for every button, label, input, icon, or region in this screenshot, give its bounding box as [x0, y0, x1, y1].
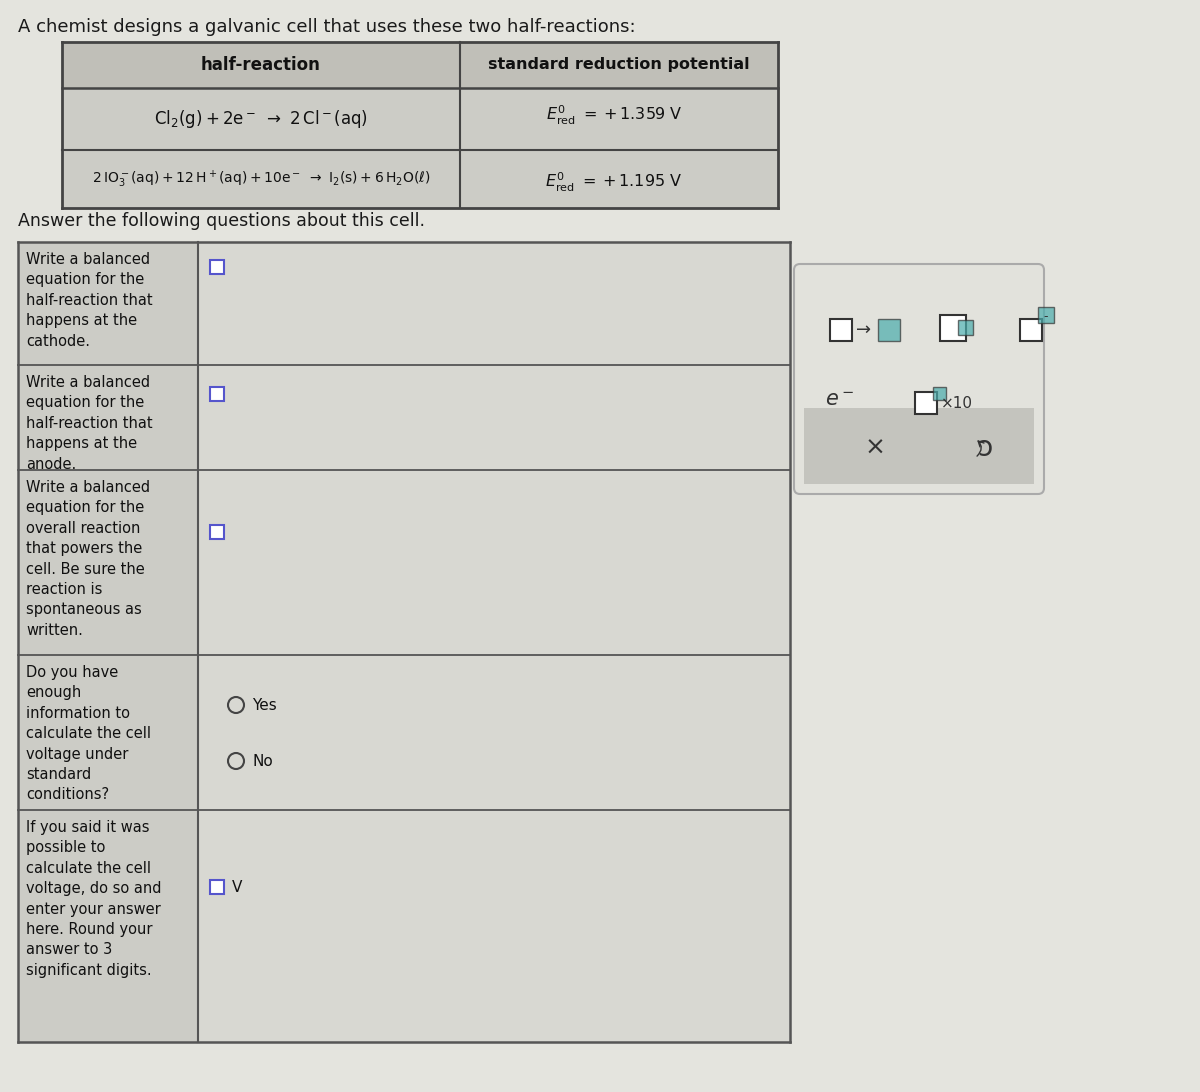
Text: If you said it was
possible to
calculate the cell
voltage, do so and
enter your : If you said it was possible to calculate…: [26, 820, 162, 977]
Text: $\mathrm{2\,IO_3^-(aq)+12\,H^+(aq)+10e^-\ \rightarrow\ I_2(s)+6\,H_2O(\ell)}$: $\mathrm{2\,IO_3^-(aq)+12\,H^+(aq)+10e^-…: [91, 168, 431, 190]
Text: $E^0_{\mathrm{red}}$$\ =+1.359\ \mathrm{V}$: $E^0_{\mathrm{red}}$$\ =+1.359\ \mathrm{…: [546, 104, 683, 127]
Bar: [18, 470, 198, 655]
Bar: [62, 41, 778, 207]
Bar: [198, 365, 790, 470]
Bar: [210, 880, 224, 894]
Text: A chemist designs a galvanic cell that uses these two half-reactions:: A chemist designs a galvanic cell that u…: [18, 17, 636, 36]
Bar: [198, 655, 790, 810]
Text: $e^-$: $e^-$: [826, 390, 854, 410]
Bar: [878, 319, 900, 341]
Bar: [198, 242, 790, 365]
Bar: [804, 408, 1034, 484]
Text: Answer the following questions about this cell.: Answer the following questions about thi…: [18, 212, 425, 230]
Bar: [210, 260, 224, 274]
Bar: [62, 150, 460, 207]
Bar: [18, 655, 198, 810]
Bar: [18, 365, 198, 470]
Text: V: V: [232, 879, 242, 894]
Text: ×: ×: [864, 436, 886, 460]
Text: Do you have
enough
information to
calculate the cell
voltage under
standard
cond: Do you have enough information to calcul…: [26, 665, 151, 803]
Bar: [198, 470, 790, 655]
Bar: [18, 242, 198, 365]
Text: $E^0_{\mathrm{red}}$$\ =+1.195\ \mathrm{V}$: $E^0_{\mathrm{red}}$$\ =+1.195\ \mathrm{…: [545, 170, 683, 193]
Text: Yes: Yes: [252, 698, 277, 712]
Bar: [62, 88, 460, 150]
FancyBboxPatch shape: [794, 264, 1044, 494]
Bar: [460, 88, 778, 150]
Bar: [460, 150, 778, 207]
Bar: [916, 392, 937, 414]
Bar: [934, 387, 946, 400]
Bar: [1020, 319, 1042, 341]
Text: Write a balanced
equation for the
half-reaction that
happens at the
anode.: Write a balanced equation for the half-r…: [26, 375, 152, 472]
Text: →: →: [856, 321, 871, 339]
Bar: [958, 320, 973, 335]
Bar: [1038, 307, 1054, 323]
Text: $\mathrm{Cl_2(g)+2e^-\ \rightarrow\ 2\,Cl^-(aq)}$: $\mathrm{Cl_2(g)+2e^-\ \rightarrow\ 2\,C…: [154, 108, 368, 130]
Bar: [210, 387, 224, 401]
Bar: [62, 41, 778, 88]
Text: Write a balanced
equation for the
overall reaction
that powers the
cell. Be sure: Write a balanced equation for the overal…: [26, 480, 150, 638]
Text: standard reduction potential: standard reduction potential: [488, 58, 750, 72]
Bar: [830, 319, 852, 341]
Bar: [210, 525, 224, 539]
Bar: [198, 810, 790, 1042]
Text: half-reaction: half-reaction: [202, 56, 320, 74]
Text: ↄ: ↄ: [977, 434, 992, 462]
Bar: [940, 314, 966, 341]
Text: ×10: ×10: [941, 396, 973, 412]
Text: -: -: [1044, 310, 1049, 323]
Text: Write a balanced
equation for the
half-reaction that
happens at the
cathode.: Write a balanced equation for the half-r…: [26, 252, 152, 348]
Text: No: No: [252, 753, 272, 769]
Bar: [18, 810, 198, 1042]
